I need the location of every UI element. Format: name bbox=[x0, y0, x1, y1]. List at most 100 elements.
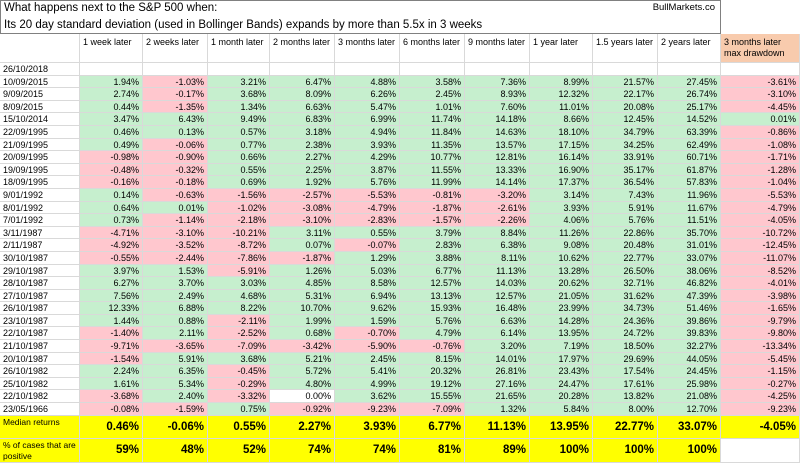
value-cell: 29.69% bbox=[593, 352, 658, 366]
value-cell: 32.27% bbox=[658, 340, 721, 353]
value-cell: -7.09% bbox=[400, 403, 465, 416]
positive-value bbox=[721, 439, 800, 463]
value-cell: 6.83% bbox=[270, 113, 335, 126]
value-cell: 18.50% bbox=[593, 340, 658, 353]
value-cell: 0.14% bbox=[80, 188, 143, 202]
value-cell: -12.45% bbox=[721, 239, 800, 252]
value-cell: -3.68% bbox=[80, 390, 143, 404]
value-cell: 31.01% bbox=[658, 239, 721, 252]
value-cell: 1.99% bbox=[270, 314, 335, 328]
value-cell: 12.33% bbox=[80, 302, 143, 315]
value-cell: 3.47% bbox=[80, 113, 143, 126]
value-cell: -9.23% bbox=[721, 403, 800, 416]
value-cell: 3.87% bbox=[335, 163, 400, 177]
value-cell: 2.25% bbox=[270, 163, 335, 177]
value-cell: -10.21% bbox=[208, 226, 270, 240]
value-cell: 57.83% bbox=[658, 176, 721, 189]
value-cell bbox=[208, 63, 270, 76]
row-date: 7/01/1992 bbox=[0, 214, 80, 227]
median-value: 2.27% bbox=[270, 415, 335, 440]
value-cell: 1.29% bbox=[335, 251, 400, 265]
median-value: 22.77% bbox=[593, 415, 658, 440]
value-cell: 0.55% bbox=[335, 226, 400, 240]
value-cell: 4.85% bbox=[270, 277, 335, 290]
value-cell: 5.84% bbox=[530, 403, 593, 416]
value-cell: 0.00% bbox=[270, 390, 335, 404]
value-cell: 11.01% bbox=[530, 100, 593, 114]
value-cell: 10.77% bbox=[400, 151, 465, 164]
row-date: 22/09/1995 bbox=[0, 125, 80, 139]
value-cell: -0.86% bbox=[721, 125, 800, 139]
value-cell: 4.88% bbox=[335, 75, 400, 89]
value-cell: 15.93% bbox=[400, 302, 465, 315]
value-cell: 3.93% bbox=[530, 201, 593, 215]
value-cell: -0.70% bbox=[335, 327, 400, 341]
value-cell: 34.25% bbox=[593, 138, 658, 152]
value-cell: -0.06% bbox=[143, 138, 208, 152]
row-date: 8/01/1992 bbox=[0, 201, 80, 215]
positive-value: 52% bbox=[208, 439, 270, 463]
value-cell: -1.28% bbox=[721, 163, 800, 177]
value-cell: 3.21% bbox=[208, 75, 270, 89]
value-cell: 34.73% bbox=[593, 302, 658, 315]
value-cell: 3.70% bbox=[143, 277, 208, 290]
value-cell: -4.25% bbox=[721, 390, 800, 404]
row-date: 25/10/1982 bbox=[0, 377, 80, 391]
value-cell: -2.61% bbox=[465, 201, 530, 215]
value-cell bbox=[721, 63, 800, 76]
row-date: 9/09/2015 bbox=[0, 88, 80, 101]
column-header: 9 months later bbox=[465, 34, 530, 63]
value-cell: 13.13% bbox=[400, 289, 465, 303]
value-cell: 5.34% bbox=[143, 377, 208, 391]
value-cell: 18.10% bbox=[530, 125, 593, 139]
value-cell: -0.08% bbox=[80, 403, 143, 416]
row-date: 19/09/1995 bbox=[0, 163, 80, 177]
value-cell: 9.62% bbox=[335, 302, 400, 315]
value-cell: 2.27% bbox=[270, 151, 335, 164]
value-cell: 7.60% bbox=[465, 100, 530, 114]
value-cell: -0.29% bbox=[208, 377, 270, 391]
value-cell: 4.06% bbox=[530, 214, 593, 227]
value-cell: 16.48% bbox=[465, 302, 530, 315]
value-cell: 39.86% bbox=[658, 314, 721, 328]
value-cell: 35.17% bbox=[593, 163, 658, 177]
value-cell: 13.28% bbox=[530, 264, 593, 278]
value-cell: -3.20% bbox=[465, 188, 530, 202]
value-cell: 5.91% bbox=[593, 201, 658, 215]
value-cell: -3.32% bbox=[208, 390, 270, 404]
value-cell: 1.92% bbox=[270, 176, 335, 189]
value-cell bbox=[335, 63, 400, 76]
value-cell: -1.59% bbox=[143, 403, 208, 416]
median-value: 3.93% bbox=[335, 415, 400, 440]
value-cell: 20.62% bbox=[530, 277, 593, 290]
value-cell: 13.33% bbox=[465, 163, 530, 177]
value-cell: 6.63% bbox=[465, 314, 530, 328]
value-cell: 24.45% bbox=[658, 365, 721, 378]
value-cell: 6.88% bbox=[143, 302, 208, 315]
value-cell: 17.54% bbox=[593, 365, 658, 378]
value-cell: 11.96% bbox=[658, 188, 721, 202]
value-cell: 11.74% bbox=[400, 113, 465, 126]
value-cell: -1.03% bbox=[143, 75, 208, 89]
value-cell: 2.45% bbox=[400, 88, 465, 101]
median-value: -4.05% bbox=[721, 415, 800, 440]
value-cell: 44.05% bbox=[658, 352, 721, 366]
value-cell: 1.94% bbox=[80, 75, 143, 89]
value-cell: 11.84% bbox=[400, 125, 465, 139]
value-cell: 7.19% bbox=[530, 340, 593, 353]
value-cell: -0.32% bbox=[143, 163, 208, 177]
value-cell bbox=[658, 63, 721, 76]
value-cell: 4.68% bbox=[208, 289, 270, 303]
value-cell: -1.02% bbox=[208, 201, 270, 215]
value-cell: 3.88% bbox=[400, 251, 465, 265]
value-cell: 3.18% bbox=[270, 125, 335, 139]
value-cell: -10.72% bbox=[721, 226, 800, 240]
value-cell: 39.83% bbox=[658, 327, 721, 341]
value-cell: -0.81% bbox=[400, 188, 465, 202]
value-cell: 2.38% bbox=[270, 138, 335, 152]
value-cell: 25.98% bbox=[658, 377, 721, 391]
value-cell: -0.92% bbox=[270, 403, 335, 416]
value-cell: 34.79% bbox=[593, 125, 658, 139]
value-cell: -5.45% bbox=[721, 352, 800, 366]
value-cell: -0.76% bbox=[400, 340, 465, 353]
